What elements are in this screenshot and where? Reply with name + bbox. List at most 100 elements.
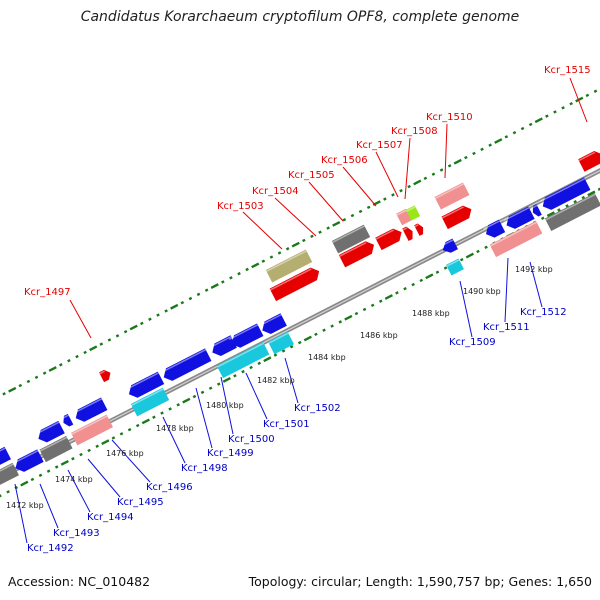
leader-line [69, 299, 92, 339]
tick-track-top [2, 89, 598, 396]
glyph-shine [578, 151, 596, 162]
tick-track-bottom [0, 187, 600, 498]
tick-mark [168, 407, 172, 411]
gene-feature [265, 249, 313, 283]
kbp-label: 1486 kbp [360, 331, 398, 340]
tick-mark [237, 271, 241, 276]
gene-glyph [0, 462, 19, 486]
gene-feature [268, 331, 294, 355]
gene-glyph [130, 387, 170, 417]
tick-mark [196, 292, 201, 297]
tick-mark [585, 93, 590, 98]
tick-mark [164, 309, 168, 313]
tick-mark [48, 366, 57, 372]
tick-mark [216, 382, 221, 386]
glyph-shine [396, 209, 407, 216]
tick-mark [75, 354, 79, 359]
glyph-shine [332, 225, 365, 243]
glyph-shine [414, 224, 419, 228]
tick-mark [204, 288, 209, 292]
tick-mark [344, 314, 353, 321]
tick-mark [269, 255, 274, 259]
tick-mark [435, 270, 440, 274]
gene-feature [446, 258, 464, 276]
tick-mark [233, 374, 237, 378]
leader-line [569, 77, 588, 123]
gene-glyph [71, 414, 113, 446]
kbp-label: 1480 kbp [206, 401, 244, 410]
gene-feature [269, 267, 320, 302]
glyph-shine [0, 447, 6, 459]
tick-mark [383, 197, 387, 201]
gene-glyph [414, 223, 424, 236]
tick-mark [281, 349, 286, 353]
gene-label-kcr-1511: Kcr_1511 [483, 322, 530, 333]
tick-mark [512, 130, 517, 135]
glyph-shine [160, 349, 207, 374]
tick-mark [87, 448, 91, 453]
gene-feature [216, 341, 270, 379]
tick-mark [273, 353, 278, 357]
gene-glyph [542, 177, 591, 210]
gene-label-kcr-1493: Kcr_1493 [53, 528, 100, 539]
gene-feature [61, 413, 74, 427]
tick-mark [565, 204, 569, 208]
tick-mark [504, 135, 509, 139]
tick-mark [362, 307, 367, 312]
gene-feature [99, 369, 111, 383]
tick-mark [528, 122, 533, 127]
tick-mark [431, 172, 436, 176]
tick-mark [302, 238, 306, 243]
gene-feature [71, 414, 113, 446]
tick-mark [303, 335, 312, 342]
tick-mark [229, 276, 233, 280]
gene-feature [440, 238, 458, 253]
gene-glyph [75, 397, 108, 422]
gene-feature [39, 435, 73, 463]
tick-mark [188, 296, 193, 301]
tick-mark [520, 126, 525, 131]
glyph-shine [217, 342, 264, 368]
tick-mark [34, 375, 39, 379]
gene-glyph [578, 151, 600, 172]
leader-line [444, 123, 448, 179]
gene-label-kcr-1500: Kcr_1500 [228, 434, 275, 445]
glyph-shine [539, 178, 586, 203]
tick-mark [447, 164, 452, 168]
feature-layer [0, 151, 600, 486]
gene-feature [160, 348, 212, 381]
glyph-shine [339, 241, 367, 257]
gene-label-kcr-1510: Kcr_1510 [426, 112, 473, 123]
tick-mark [95, 444, 100, 448]
tick-mark [403, 287, 407, 291]
tick-mark [354, 311, 359, 316]
tick-mark [8, 386, 17, 393]
glyph-shine [268, 332, 289, 344]
gene-glyph [231, 323, 264, 348]
leader-line [39, 483, 59, 529]
tick-mark [42, 371, 47, 375]
tick-mark [210, 283, 219, 289]
gene-label-kcr-1512: Kcr_1512 [520, 307, 567, 318]
tick-mark [59, 363, 63, 367]
tick-mark [107, 338, 112, 342]
gene-feature [228, 323, 264, 348]
gene-feature [530, 204, 542, 217]
tick-mark [6, 490, 10, 494]
leader-line [404, 137, 411, 200]
tick-mark [494, 138, 503, 144]
tick-mark [322, 328, 326, 332]
genome-summary: Topology: circular; Length: 1,590,757 bp… [248, 574, 592, 589]
gene-label-kcr-1495: Kcr_1495 [117, 497, 164, 508]
tick-mark [459, 258, 464, 262]
tick-mark [245, 267, 249, 272]
tick-mark [587, 190, 596, 197]
tick-mark [277, 251, 282, 255]
tick-mark [289, 345, 294, 349]
leader-line [242, 211, 283, 250]
tick-mark [395, 291, 399, 295]
tick-mark [575, 96, 584, 103]
gene-feature [259, 313, 287, 334]
tick-mark [263, 356, 272, 363]
